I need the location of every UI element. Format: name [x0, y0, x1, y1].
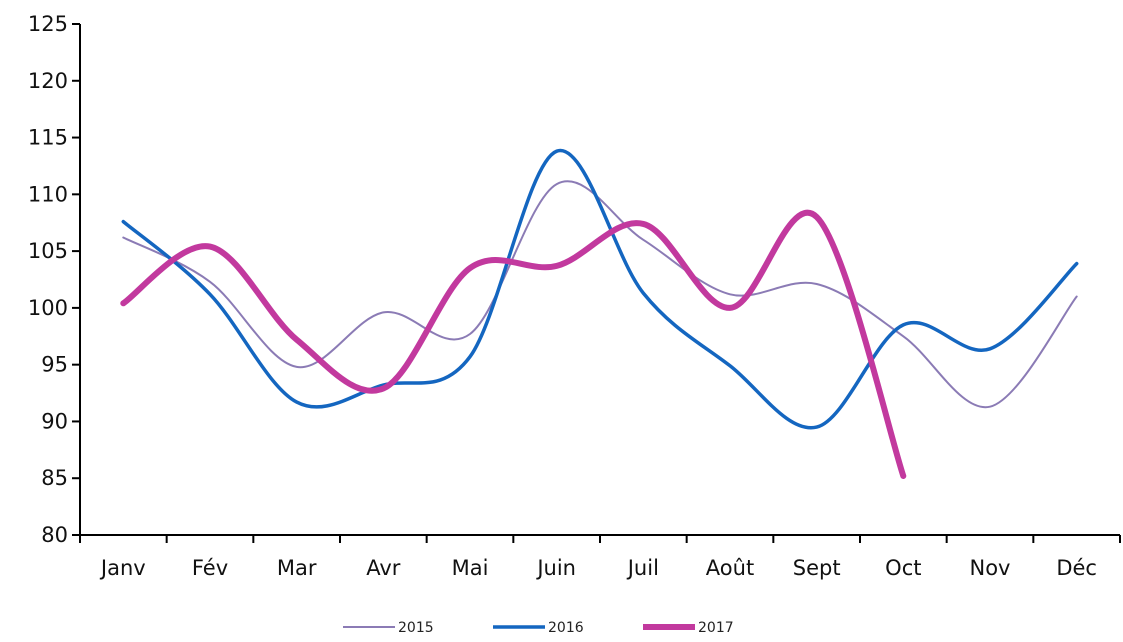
y-tick-label: 85 [41, 466, 68, 490]
y-tick-label: 115 [28, 126, 68, 150]
y-tick-label: 120 [28, 69, 68, 93]
x-tick-label: Juil [626, 556, 659, 580]
legend-label-2017: 2017 [698, 620, 734, 636]
y-tick-label: 110 [28, 182, 68, 206]
x-tick-label: Sept [793, 556, 841, 580]
x-tick-label: Mai [452, 556, 489, 580]
x-tick-label: Juin [535, 556, 576, 580]
legend-label-2016: 2016 [548, 620, 584, 636]
series-line-2017 [120, 210, 907, 479]
chart-axes: 80 85 90 95 100 105 110 115 120 125 Janv Fév Mar Avr M… [28, 12, 1121, 580]
x-tick-label: Fév [192, 556, 228, 580]
x-tick-label: Mar [277, 556, 317, 580]
chart-legend: 2015 2016 2017 [343, 620, 734, 636]
series-line-2016 [121, 148, 1079, 430]
x-tick-label: Déc [1056, 556, 1097, 580]
x-tick-label: Avr [366, 556, 401, 580]
y-tick-label: 100 [28, 296, 68, 320]
x-tick-label: Oct [885, 556, 921, 580]
y-tick-label: 80 [41, 523, 68, 547]
y-tick-label: 95 [41, 353, 68, 377]
legend-label-2015: 2015 [398, 620, 434, 636]
x-tick-label: Nov [970, 556, 1011, 580]
x-tick-label: Août [706, 556, 754, 580]
x-tick-label: Janv [99, 556, 146, 580]
chart-series [120, 148, 1079, 479]
y-tick-label: 125 [28, 12, 68, 36]
y-tick-label: 90 [41, 409, 68, 433]
y-tick-label: 105 [28, 239, 68, 263]
